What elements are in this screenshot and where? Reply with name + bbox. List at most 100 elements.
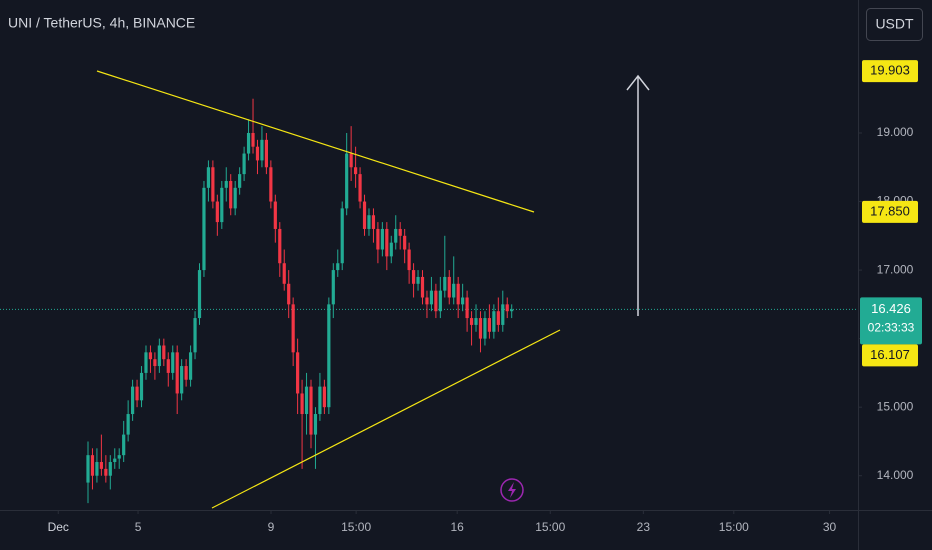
candle-body	[322, 386, 326, 408]
y-tick-label: 17.000	[877, 262, 914, 276]
candle-body	[242, 153, 246, 175]
candle-body	[420, 276, 425, 298]
currency-button-label[interactable]: USDT	[875, 16, 914, 32]
candle-body	[99, 462, 103, 469]
candle-body	[175, 352, 179, 394]
last-price-label: 16.426	[871, 301, 911, 316]
candle-body	[371, 215, 376, 229]
candle-body	[478, 318, 483, 339]
candle-body	[389, 242, 393, 257]
x-tick-label: Dec	[48, 520, 69, 534]
candle-body	[197, 270, 202, 319]
candle-body	[233, 187, 237, 209]
x-tick-label: 15:00	[341, 520, 371, 534]
candle-body	[282, 263, 286, 284]
candle-body	[215, 201, 219, 223]
candle-body	[180, 366, 184, 394]
candle-body	[407, 249, 411, 271]
candle-body	[313, 414, 318, 435]
candle-body	[443, 276, 447, 291]
candle-body	[385, 228, 389, 257]
candle-body	[345, 153, 349, 209]
candle-body	[309, 386, 313, 435]
candle-body	[184, 366, 188, 380]
flash-icon[interactable]	[500, 478, 524, 502]
candle-body	[403, 235, 407, 250]
candle-body	[380, 228, 384, 250]
target-arrow	[626, 74, 650, 316]
price-level-label: 16.107	[870, 347, 910, 362]
candle-body	[139, 372, 144, 401]
x-tick-label: 15:00	[535, 520, 565, 534]
candle-body	[296, 352, 300, 394]
x-tick-label: 15:00	[719, 520, 749, 534]
candle-body	[108, 462, 112, 476]
x-tick-label: 30	[823, 520, 837, 534]
x-tick-label: 23	[637, 520, 651, 534]
flash-circle[interactable]	[500, 478, 524, 502]
trend-line-upper	[96, 70, 535, 213]
candle-body	[438, 290, 442, 312]
candle-body	[188, 352, 193, 380]
candle-body	[434, 290, 438, 312]
y-tick-label: 19.000	[877, 125, 914, 139]
price-level-label: 17.850	[870, 203, 910, 218]
candle-body	[349, 153, 353, 168]
candle-body	[122, 434, 126, 456]
candle-body	[238, 174, 242, 188]
candle-body	[501, 304, 505, 325]
candle-body	[394, 228, 398, 243]
candle-body	[148, 352, 153, 360]
candle-body	[255, 146, 260, 161]
candle-body	[86, 455, 90, 483]
candle-body	[113, 458, 117, 463]
candle-body	[376, 228, 380, 250]
candle-body	[354, 167, 358, 175]
currency-button[interactable]	[866, 8, 923, 41]
candle-body	[411, 270, 416, 284]
candle-body	[447, 276, 451, 298]
countdown-label: 02:33:33	[868, 321, 915, 335]
candle-body	[264, 139, 268, 168]
x-tick-label: 5	[135, 520, 142, 534]
candle-body	[483, 318, 487, 339]
x-tick-label: 9	[268, 520, 275, 534]
chart-title: UNI / TetherUS, 4h, BINANCE	[8, 15, 195, 31]
candle-body	[260, 139, 264, 161]
price-level-badge	[862, 60, 918, 83]
candle-body	[90, 455, 95, 476]
candle-body	[153, 359, 157, 367]
candle-body	[278, 228, 282, 264]
candle-body	[340, 208, 344, 264]
candle-body	[166, 359, 170, 373]
candle-body	[425, 297, 429, 305]
candle-body	[358, 174, 362, 202]
candle-body	[291, 304, 295, 353]
candle-body	[327, 304, 331, 408]
price-level-label: 19.903	[870, 63, 910, 78]
candle-body	[336, 263, 340, 271]
candle-body	[246, 132, 251, 154]
candle-body	[287, 283, 291, 305]
candle-body	[469, 318, 474, 325]
candle-body	[193, 318, 197, 353]
candle-body	[135, 386, 139, 401]
flash-bolt[interactable]	[508, 482, 516, 498]
candle-body	[220, 187, 224, 223]
candle-body	[429, 290, 434, 305]
y-tick-label: 15.000	[877, 399, 914, 413]
candle-body	[416, 276, 420, 284]
candle-body	[273, 201, 277, 229]
candle-body	[304, 386, 309, 415]
candle-body	[162, 345, 166, 360]
candle-body	[206, 167, 211, 188]
candle-body	[487, 318, 491, 332]
candle-body	[474, 318, 478, 325]
candle-body	[398, 228, 402, 236]
price-level-badge	[862, 344, 918, 367]
candle-body	[117, 455, 121, 459]
candle-body	[126, 414, 130, 435]
arrow-head	[626, 74, 650, 91]
